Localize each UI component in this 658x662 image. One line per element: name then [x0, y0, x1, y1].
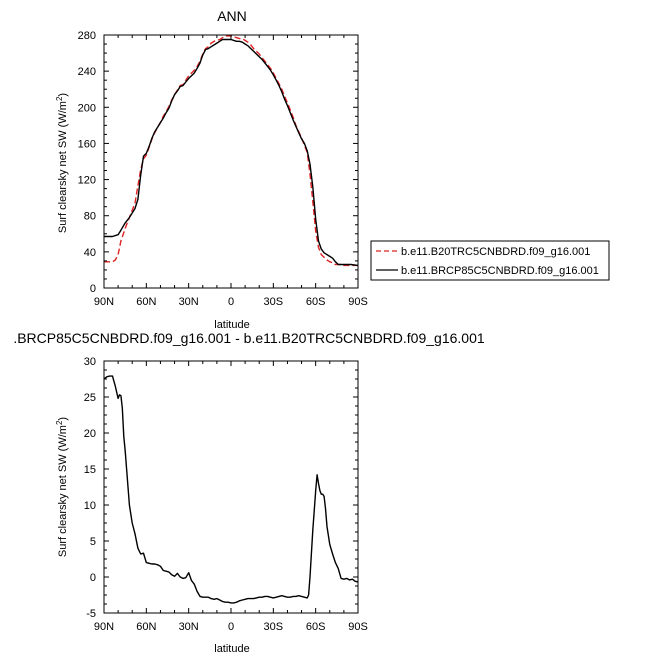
top-ytick-label: 280: [78, 30, 96, 42]
bottom-xtick-label: 30N: [179, 621, 199, 633]
bottom-xtick-label: 60N: [136, 621, 156, 633]
legend-entry-1: b.e11.B20TRC5CNBDRD.f09_g16.001: [401, 246, 590, 258]
bottom-panel-ylabel: Surf clearsky net SW (W/m2): [55, 417, 69, 557]
top-series-line-2: [104, 38, 358, 267]
bottom-panel: .BRCP85C5CNBDRD.f09_g16.001 - b.e11.B20T…: [13, 330, 485, 655]
top-ytick-label: 120: [78, 175, 96, 187]
top-panel-xlabel: latitude: [214, 319, 249, 331]
top-panel-title: ANN: [217, 8, 247, 24]
bottom-ytick-label: 10: [84, 500, 96, 512]
top-xtick-label: 60S: [306, 296, 326, 308]
bottom-ytick-label: 0: [90, 572, 96, 584]
legend-box: [370, 240, 610, 281]
bottom-xtick-label: 30S: [264, 621, 284, 633]
bottom-panel-title: .BRCP85C5CNBDRD.f09_g16.001 - b.e11.B20T…: [13, 330, 485, 346]
bottom-xtick-label: 90N: [94, 621, 114, 633]
bottom-ytick-label: 30: [84, 356, 96, 368]
top-ytick-label: 160: [78, 138, 96, 150]
bottom-ytick-label: 15: [84, 464, 96, 476]
top-series-line-1: [104, 35, 358, 267]
top-panel: ANN 90N 60N 30N 0 30S 60S 90S 0 40 80 120 160 200 240…: [55, 8, 368, 331]
bottom-ytick-label: 20: [84, 428, 96, 440]
bottom-ytick-label: 5: [90, 536, 96, 548]
legend-entry-2: b.e11.BRCP85C5CNBDRD.f09_g16.001: [401, 265, 599, 277]
bottom-ytick-label: -5: [86, 608, 96, 620]
top-ytick-label: 200: [78, 102, 96, 114]
bottom-panel-xlabel: latitude: [214, 643, 249, 655]
top-xtick-label: 30S: [264, 296, 284, 308]
top-ytick-label: 240: [78, 66, 96, 78]
top-ytick-label: 40: [84, 247, 96, 259]
bottom-xtick-label: 60S: [306, 621, 326, 633]
top-ytick-label: 80: [84, 211, 96, 223]
top-ytick-label: 0: [90, 283, 96, 295]
top-xtick-label: 0: [228, 296, 234, 308]
bottom-series-line-1: [104, 375, 358, 604]
top-xtick-label: 90S: [348, 296, 368, 308]
top-xtick-label: 30N: [179, 296, 199, 308]
top-panel-ylabel: Surf clearsky net SW (W/m2): [55, 93, 69, 233]
top-xtick-label: 90N: [94, 296, 114, 308]
legend: b.e11.B20TRC5CNBDRD.f09_g16.001 b.e11.BR…: [370, 240, 610, 281]
bottom-ytick-label: 25: [84, 392, 96, 404]
top-xtick-label: 60N: [136, 296, 156, 308]
bottom-xtick-label: 0: [228, 621, 234, 633]
bottom-xtick-label: 90S: [348, 621, 368, 633]
